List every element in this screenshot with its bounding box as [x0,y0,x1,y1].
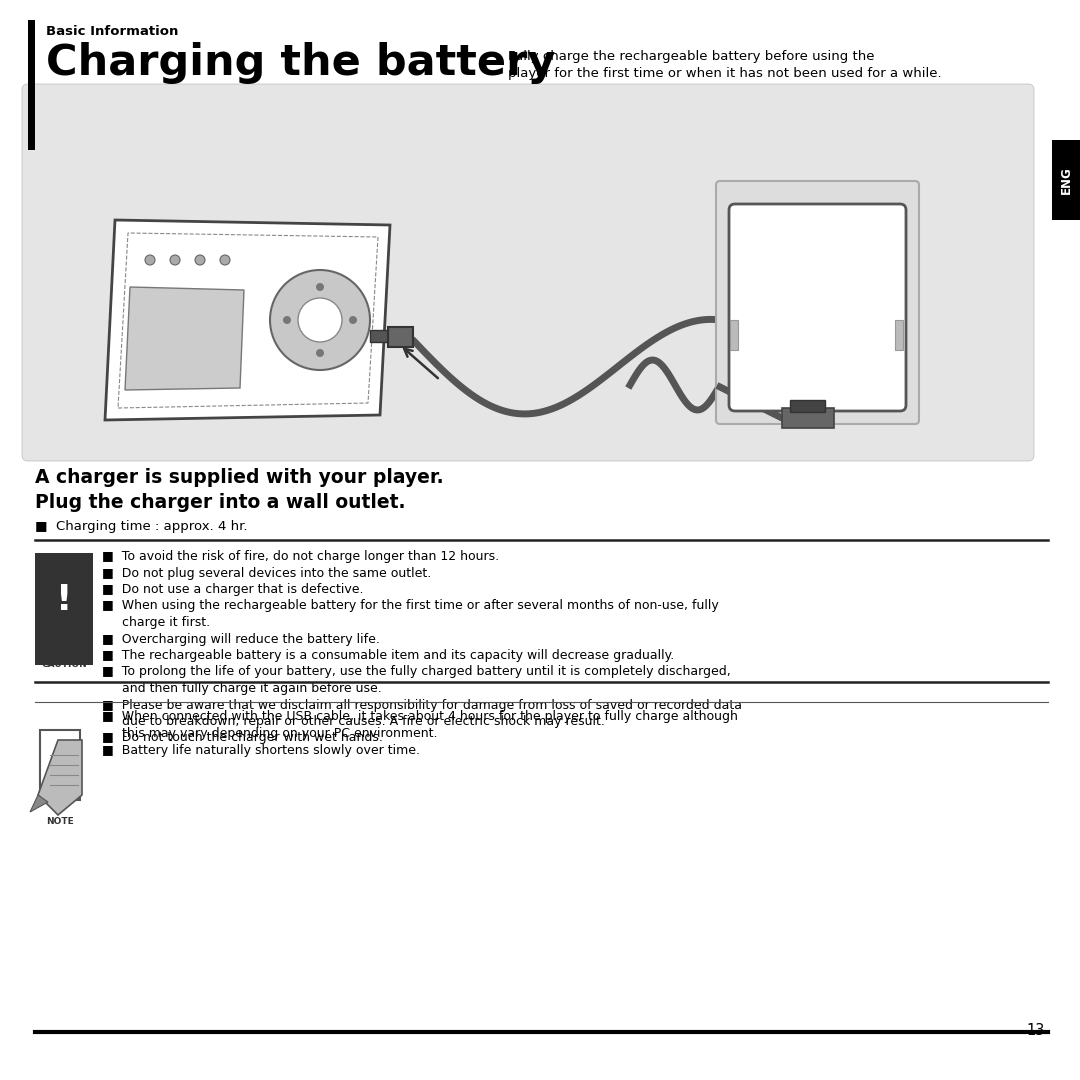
Bar [1052,140,1080,220]
Text: ■  Battery life naturally shortens slowly over time.: ■ Battery life naturally shortens slowly… [102,744,420,757]
Text: due to breakdown, repair or other causes. A fire or electric shock may result.: due to breakdown, repair or other causes… [102,715,605,728]
Text: NOTE: NOTE [46,816,73,826]
Text: 13: 13 [1027,1023,1045,1038]
Circle shape [170,255,180,265]
FancyBboxPatch shape [22,84,1034,461]
Circle shape [316,349,324,357]
Circle shape [270,270,370,370]
Circle shape [220,255,230,265]
Polygon shape [105,220,390,420]
Text: ■  The rechargeable battery is a consumable item and its capacity will decrease : ■ The rechargeable battery is a consumab… [102,649,674,662]
Bar [895,320,903,350]
Text: ■  To avoid the risk of fire, do not charge longer than 12 hours.: ■ To avoid the risk of fire, do not char… [102,550,499,563]
Circle shape [195,255,205,265]
Circle shape [145,255,156,265]
Bar [35,553,93,665]
Bar [782,408,834,428]
Text: and then fully charge it again before use.: and then fully charge it again before us… [102,681,381,696]
Text: player for the first time or when it has not been used for a while.: player for the first time or when it has… [508,67,942,80]
Text: ENG: ENG [1059,166,1072,194]
FancyBboxPatch shape [729,204,906,411]
Polygon shape [38,740,82,815]
Circle shape [283,316,291,324]
Text: ■  Overcharging will reduce the battery life.: ■ Overcharging will reduce the battery l… [102,633,380,646]
Text: ■  When using the rechargeable battery for the first time or after several month: ■ When using the rechargeable battery fo… [102,599,719,612]
Text: CAUTION: CAUTION [41,660,86,669]
Bar [730,320,738,350]
Text: Basic Information: Basic Information [46,25,178,38]
Text: ■  Do not plug several devices into the same outlet.: ■ Do not plug several devices into the s… [102,567,431,580]
Text: Fully charge the rechargeable battery before using the: Fully charge the rechargeable battery be… [508,50,875,63]
Polygon shape [125,287,244,390]
Text: ■  To prolong the life of your battery, use the fully charged battery until it i: ■ To prolong the life of your battery, u… [102,665,731,678]
Text: ■  Do not use a charger that is defective.: ■ Do not use a charger that is defective… [102,583,364,596]
Circle shape [298,298,342,342]
Circle shape [316,283,324,291]
Text: ■  Please be aware that we disclaim all responsibility for damage from loss of s: ■ Please be aware that we disclaim all r… [102,699,742,712]
Text: ■  When connected with the USB cable, it takes about 4 hours for the player to f: ■ When connected with the USB cable, it … [102,710,738,723]
Text: Charging the battery: Charging the battery [46,42,555,84]
Text: Plug the charger into a wall outlet.: Plug the charger into a wall outlet. [35,492,405,512]
Polygon shape [30,795,48,812]
Text: this may vary depending on your PC environment.: this may vary depending on your PC envir… [102,727,437,740]
Text: ■  Charging time : approx. 4 hr.: ■ Charging time : approx. 4 hr. [35,519,247,534]
Polygon shape [40,730,80,800]
FancyBboxPatch shape [716,181,919,424]
Text: !: ! [56,583,72,617]
Bar [28,21,35,150]
Text: ■  Do not touch the charger with wet hands.: ■ Do not touch the charger with wet hand… [102,731,383,744]
Text: A charger is supplied with your player.: A charger is supplied with your player. [35,468,444,487]
Polygon shape [370,330,395,342]
Bar [388,327,413,347]
Text: charge it first.: charge it first. [102,616,211,629]
Bar [789,400,825,411]
Circle shape [349,316,357,324]
